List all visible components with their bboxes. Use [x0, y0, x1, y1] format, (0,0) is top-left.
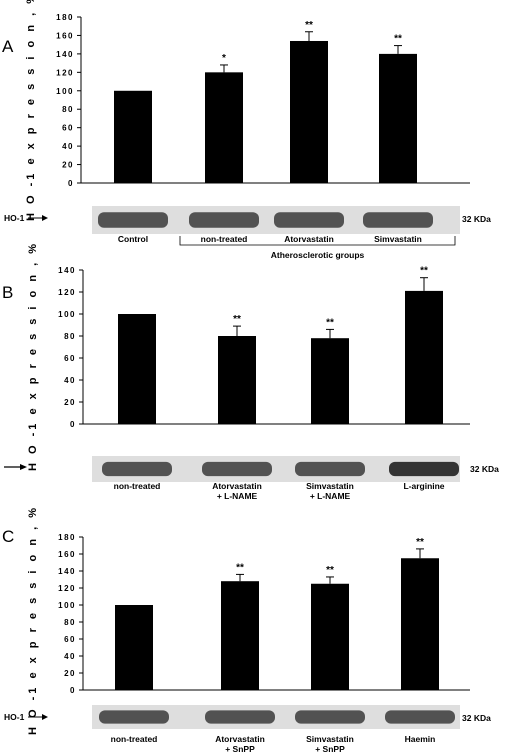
panel-c-category-label: + SnPP [315, 744, 345, 754]
panel-a-category-label: non-treated [201, 234, 248, 244]
panel-b-blot-band [202, 461, 272, 477]
panel-c-bar [311, 583, 349, 690]
panel-c-significance-label: ** [326, 565, 334, 576]
panel-c-blot-label: HO-1 [4, 712, 25, 722]
panel-c-category-label: Atorvastatin [215, 734, 265, 744]
panel-c-blot-arrow-head [42, 714, 48, 720]
panel-b-y-tick-label: 100 [58, 310, 76, 319]
panel-a-y-tick-label: 140 [56, 50, 74, 59]
panel-c-y-tick-label: 140 [58, 567, 76, 576]
panel-b-blot-band [389, 461, 459, 477]
panel-b-bar [405, 290, 443, 424]
panel-b-y-tick-label: 60 [64, 354, 76, 363]
panel-c-y-tick-label: 80 [64, 618, 76, 627]
panel-b-category-label: non-treated [114, 481, 161, 491]
panel-a-y-tick-label: 40 [62, 142, 74, 151]
panel-a-blot-label: HO-1 [4, 213, 25, 223]
panel-c-y-tick-label: 20 [64, 669, 76, 678]
panel-c-bar [115, 605, 153, 690]
panel-c-bar [401, 558, 439, 690]
panel-c-blot-band [295, 710, 365, 724]
panel-a-y-tick-label: 80 [62, 105, 74, 114]
panel-a-category-label: Simvastatin [374, 234, 422, 244]
panel-b-bar [218, 336, 256, 424]
panel-a-y-tick-label: 120 [56, 68, 74, 77]
panel-a-kda-label: 32 KDa [462, 214, 491, 224]
panel-b-y-tick-label: 140 [58, 266, 76, 275]
panel-a-y-tick-label: 60 [62, 124, 74, 133]
panel-a-y-axis-label: H O -1 e x p r e s s i o n , % [25, 0, 37, 221]
panel-a-blot-band [363, 212, 433, 228]
panel-b-category-label: + L-NAME [217, 491, 258, 501]
panel-c-y-tick-label: 120 [58, 584, 76, 593]
panel-c-y-tick-label: 100 [58, 601, 76, 610]
panel-c-category-label: Haemin [405, 734, 436, 744]
panel-b-category-label: Simvastatin [306, 481, 354, 491]
panel-a-bar [205, 72, 243, 183]
panel-c-letter: C [2, 527, 14, 546]
panel-b-bar [311, 338, 349, 424]
panel-a-significance-label: ** [394, 34, 402, 45]
panel-a-bar [290, 40, 328, 183]
panel-b-bar [118, 314, 156, 424]
panel-c-bar [221, 581, 259, 690]
panel-b-letter: B [2, 283, 13, 302]
panel-b-y-tick-label: 0 [70, 420, 76, 429]
panel-a-bar [379, 53, 417, 184]
panel-a-y-tick-label: 0 [68, 179, 74, 188]
panel-c-blot-band [205, 710, 275, 724]
panel-c-category-label: Simvastatin [306, 734, 354, 744]
panel-c-kda-label: 32 KDa [462, 713, 491, 723]
panel-c-y-tick-label: 40 [64, 652, 76, 661]
panel-a-significance-label: ** [305, 20, 313, 31]
panel-b-blot-band [102, 461, 172, 477]
panel-b-y-tick-label: 80 [64, 332, 76, 341]
panel-a-y-tick-label: 180 [56, 13, 74, 22]
panel-b-y-tick-label: 20 [64, 398, 76, 407]
panel-a-bar [114, 90, 152, 183]
panel-b-significance-label: ** [420, 266, 428, 277]
panel-c-category-label: non-treated [111, 734, 158, 744]
panel-c-blot-band [385, 710, 455, 724]
panel-c-category-label: + SnPP [225, 744, 255, 754]
panel-a-category-label: Atorvastatin [284, 234, 334, 244]
panel-a-blot-band [274, 212, 344, 228]
panel-b-significance-label: ** [233, 314, 241, 325]
panel-a-y-tick-label: 100 [56, 87, 74, 96]
panel-a-letter: A [2, 37, 14, 56]
panel-a-blot-band [189, 212, 259, 228]
panel-b-category-label: + L-NAME [310, 491, 351, 501]
panel-a-blot-band [98, 212, 168, 228]
panel-b-y-tick-label: 40 [64, 376, 76, 385]
panel-c-y-tick-label: 60 [64, 635, 76, 644]
panel-a-group-label: Atherosclerotic groups [271, 250, 365, 260]
panel-b-blot-arrow-head [20, 464, 27, 470]
panel-b-y-tick-label: 120 [58, 288, 76, 297]
panel-c-significance-label: ** [416, 537, 424, 548]
panel-a-blot-arrow-head [42, 215, 48, 221]
panel-c-blot-band [99, 710, 169, 724]
panel-b-y-axis-label: H O -1 e x p r e s s i o n , % [27, 241, 39, 471]
panel-c-significance-label: ** [236, 562, 244, 573]
panel-a-significance-label: * [222, 53, 226, 64]
panel-a-y-tick-label: 160 [56, 31, 74, 40]
panel-b-blot-band [295, 461, 365, 477]
panel-a-group-bracket [179, 236, 456, 246]
panel-b-significance-label: ** [326, 317, 334, 328]
panel-b-category-label: Atorvastatin [212, 481, 262, 491]
panel-a-category-label: Control [118, 234, 148, 244]
panel-c-y-tick-label: 0 [70, 686, 76, 695]
panel-b-kda-label: 32 KDa [470, 464, 499, 474]
panel-c-y-tick-label: 160 [58, 550, 76, 559]
panel-c-y-tick-label: 180 [58, 533, 76, 542]
panel-a-y-tick-label: 20 [62, 161, 74, 170]
panel-b-category-label: L-arginine [403, 481, 444, 491]
panel-c-y-axis-label: H O -1 e x p r e s s i o n , % [27, 505, 39, 735]
